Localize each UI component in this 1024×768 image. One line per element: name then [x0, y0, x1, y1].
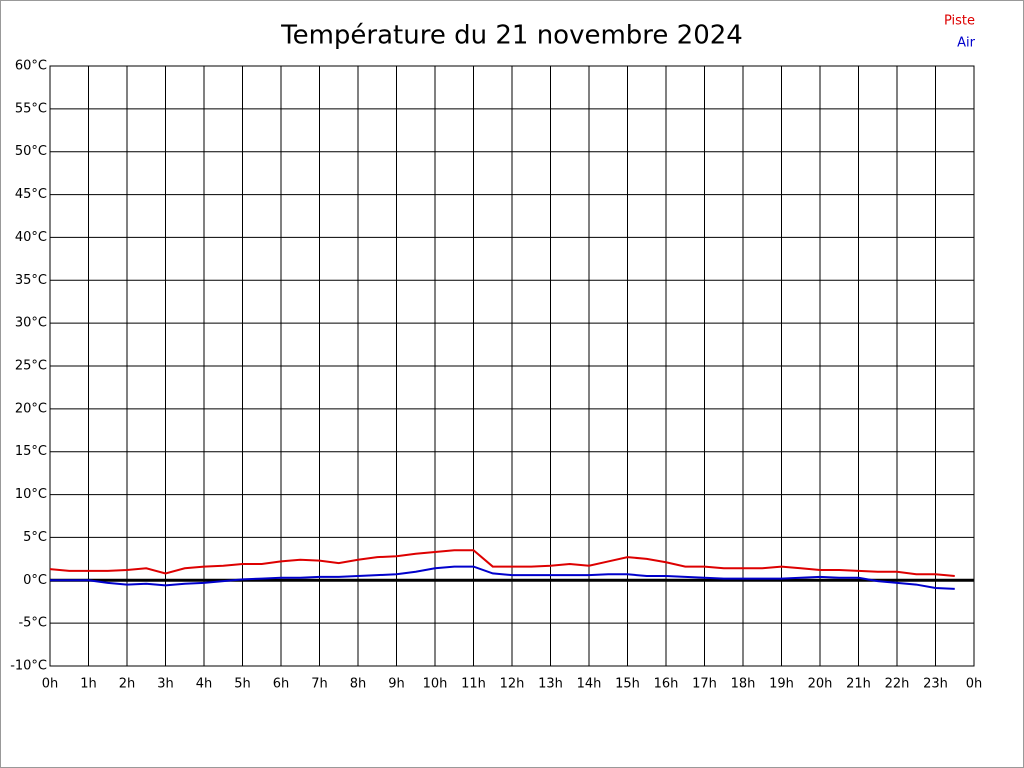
- y-tick-label: 15°C: [15, 444, 47, 459]
- x-tick-label: 15h: [615, 677, 640, 692]
- y-tick-label: 30°C: [15, 316, 47, 331]
- series-line: [50, 565, 955, 590]
- x-tick-label: 1h: [80, 677, 97, 692]
- y-tick-label: 55°C: [15, 101, 47, 116]
- legend-label: Piste: [944, 14, 975, 29]
- x-tick-label: 19h: [769, 677, 794, 692]
- x-tick-label: 22h: [885, 677, 910, 692]
- y-tick-label: 50°C: [15, 144, 47, 159]
- y-tick-label: 45°C: [15, 187, 47, 202]
- x-tick-label: 4h: [196, 677, 213, 692]
- y-tick-label: 5°C: [23, 530, 47, 545]
- x-tick-label: 14h: [577, 677, 602, 692]
- x-tick-label: 20h: [808, 677, 833, 692]
- y-tick-label: -10°C: [10, 659, 47, 674]
- y-tick-label: 60°C: [15, 59, 47, 74]
- x-tick-label: 2h: [119, 677, 136, 692]
- x-tick-label: 12h: [500, 677, 525, 692]
- y-tick-label: 20°C: [15, 401, 47, 416]
- x-tick-label: 3h: [157, 677, 174, 692]
- y-tick-label: 35°C: [15, 273, 47, 288]
- x-tick-label: 16h: [654, 677, 679, 692]
- x-tick-label: 9h: [388, 677, 405, 692]
- chart-title: Température du 21 novembre 2024: [280, 21, 743, 51]
- x-tick-label: 5h: [234, 677, 251, 692]
- series-line: [49, 549, 955, 577]
- y-tick-label: 0°C: [23, 573, 47, 588]
- y-tick-label: 40°C: [15, 230, 47, 245]
- x-tick-label: 18h: [731, 677, 756, 692]
- x-tick-label: 0h: [42, 677, 59, 692]
- x-tick-label: 13h: [538, 677, 563, 692]
- x-tick-label: 0h: [966, 677, 983, 692]
- legend-label: Air: [957, 36, 976, 51]
- x-tick-label: 10h: [423, 677, 448, 692]
- y-tick-label: 25°C: [15, 359, 47, 374]
- x-tick-label: 6h: [273, 677, 290, 692]
- y-tick-label: 10°C: [15, 487, 47, 502]
- x-tick-label: 21h: [846, 677, 871, 692]
- y-tick-label: -5°C: [18, 616, 47, 631]
- x-tick-label: 7h: [311, 677, 328, 692]
- x-tick-label: 8h: [350, 677, 367, 692]
- x-tick-label: 17h: [692, 677, 717, 692]
- x-tick-label: 23h: [923, 677, 948, 692]
- x-tick-label: 11h: [461, 677, 486, 692]
